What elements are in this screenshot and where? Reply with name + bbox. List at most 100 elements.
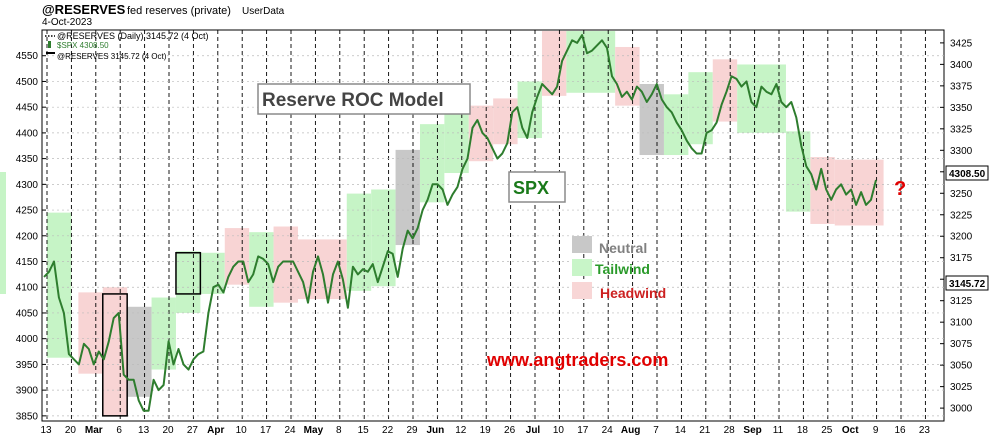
regime-box-headwind bbox=[493, 98, 518, 145]
right-tick-label: 3025 bbox=[950, 382, 973, 393]
left-tick-label: 4500 bbox=[16, 77, 39, 88]
legend-label-spx: $SPX 4308.50 bbox=[57, 41, 109, 50]
right-tick-label: 3425 bbox=[950, 38, 973, 49]
left-tick-label: 3900 bbox=[16, 386, 39, 397]
x-tick-label: 12 bbox=[455, 425, 467, 436]
plot-area bbox=[41, 29, 945, 422]
header-date: 4-Oct-2023 bbox=[42, 17, 92, 28]
regime-box-tailwind bbox=[688, 72, 713, 145]
x-tick-label: 27 bbox=[187, 425, 199, 436]
x-tick-label: 24 bbox=[284, 425, 296, 436]
outlined-boxes bbox=[102, 252, 202, 417]
x-tick-label: 6 bbox=[116, 425, 122, 436]
x-tick-label: Aug bbox=[621, 425, 640, 436]
x-tick-label: 24 bbox=[602, 425, 614, 436]
left-tick-label: 4050 bbox=[16, 308, 39, 319]
x-tick-label: 20 bbox=[65, 425, 77, 436]
key-swatch-headwind bbox=[572, 282, 592, 299]
regime-box-tailwind bbox=[785, 131, 811, 212]
right-tick-label: 3225 bbox=[950, 210, 973, 221]
spx-line bbox=[43, 34, 877, 412]
website-text: www.angtraders.com bbox=[486, 350, 668, 370]
regime-box-tailwind bbox=[346, 193, 372, 291]
regime-box-headwind bbox=[810, 157, 835, 224]
x-tick-label: 10 bbox=[553, 425, 565, 436]
x-tick-label: Mar bbox=[85, 425, 103, 436]
x-tick-label: 25 bbox=[821, 425, 833, 436]
key-label-tailwind: Tailwind bbox=[595, 261, 650, 277]
x-tick-label: 7 bbox=[653, 425, 659, 436]
x-tick-label: 16 bbox=[894, 425, 906, 436]
key-swatch-tailwind bbox=[572, 259, 592, 276]
key-swatch-neutral bbox=[572, 236, 592, 253]
regime-box-headwind bbox=[78, 292, 103, 374]
x-tick-label: 20 bbox=[162, 425, 174, 436]
reserves-outline-box bbox=[102, 293, 128, 417]
spx-line-group bbox=[43, 34, 877, 412]
left-tick-label: 4150 bbox=[16, 257, 39, 268]
header-source: UserData bbox=[242, 6, 285, 17]
x-tick-label: May bbox=[304, 425, 324, 436]
x-tick-label: 21 bbox=[699, 425, 711, 436]
right-tick-label: 3300 bbox=[950, 146, 973, 157]
regime-box-headwind bbox=[468, 105, 494, 162]
x-tick-label: 26 bbox=[504, 425, 516, 436]
legend-swatch-spx bbox=[48, 41, 51, 48]
spx-label: SPX bbox=[513, 178, 549, 198]
left-edge-tailwind-sliver bbox=[0, 172, 6, 294]
x-axis: 13 20 Mar 6 13 20 27 Apr 10 17 24 May 8 15 22 29 Jun 12 19… bbox=[40, 425, 930, 436]
spx-last-value: 4308.50 bbox=[949, 169, 986, 180]
reserves-last-value-badge bbox=[945, 275, 989, 291]
question-mark: ? bbox=[894, 178, 906, 200]
reserves-last-value: 3145.72 bbox=[949, 279, 986, 290]
model-title: Reserve ROC Model bbox=[262, 90, 444, 111]
x-tick-label: 9 bbox=[873, 425, 879, 436]
x-tick-label: 10 bbox=[236, 425, 248, 436]
regime-box-neutral bbox=[395, 149, 420, 246]
x-tick-label: 29 bbox=[406, 425, 418, 436]
x-tick-label: 19 bbox=[480, 425, 492, 436]
regime-box-neutral bbox=[127, 306, 152, 397]
left-tick-label: 4450 bbox=[16, 103, 39, 114]
x-tick-label: Sep bbox=[743, 425, 761, 436]
spx-last-value-badge bbox=[945, 165, 989, 181]
x-tick-label: 28 bbox=[724, 425, 736, 436]
model-title-box bbox=[257, 83, 471, 115]
right-tick-label: 3200 bbox=[950, 232, 973, 243]
right-tick-label: 3375 bbox=[950, 81, 973, 92]
regime-box-tailwind bbox=[737, 64, 786, 133]
left-tick-label: 4250 bbox=[16, 206, 39, 217]
legend-label-reserves: @RESERVES 3145.72 (4 Oct) bbox=[57, 52, 167, 61]
x-tick-label: Jun bbox=[427, 425, 445, 436]
right-tick-label: 3350 bbox=[950, 103, 973, 114]
right-tick-label: 3250 bbox=[950, 189, 973, 200]
x-tick-label: 17 bbox=[577, 425, 589, 436]
right-tick-label: 3325 bbox=[950, 124, 973, 135]
x-tick-label: Apr bbox=[207, 425, 224, 436]
legend-label-reserves-daily: @RESERVES (Daily) 3145.72 (4 Oct) bbox=[57, 31, 209, 41]
reserves-outline-box bbox=[175, 252, 202, 295]
right-tick-label: 3000 bbox=[950, 404, 973, 415]
regime-box-tailwind bbox=[175, 251, 201, 313]
right-tick-label: 3175 bbox=[950, 253, 973, 264]
x-tick-label: Jul bbox=[526, 425, 541, 436]
key-label-headwind: Headwind bbox=[600, 285, 666, 301]
left-tick-label: 4200 bbox=[16, 231, 39, 242]
x-tick-label: 13 bbox=[138, 425, 150, 436]
regime-box-tailwind bbox=[419, 124, 445, 203]
left-tick-label: 3850 bbox=[16, 411, 39, 422]
left-tick-label: 4000 bbox=[16, 334, 39, 345]
key-label-neutral: Neutral bbox=[599, 240, 647, 256]
regime-box-tailwind bbox=[47, 212, 72, 358]
header-subtitle: fed reserves (private) bbox=[127, 5, 231, 17]
x-tick-label: 13 bbox=[40, 425, 52, 436]
x-tick-label: 8 bbox=[336, 425, 342, 436]
header-symbol: @RESERVES bbox=[42, 2, 126, 17]
right-tick-label: 3400 bbox=[950, 60, 973, 71]
left-axis: 3850 3900 3950 4000 4050 4100 4150 4200 4250 4300… bbox=[16, 51, 46, 422]
left-tick-label: 4100 bbox=[16, 283, 39, 294]
regime-box-headwind bbox=[712, 59, 738, 122]
x-tick-label: Oct bbox=[842, 425, 859, 436]
